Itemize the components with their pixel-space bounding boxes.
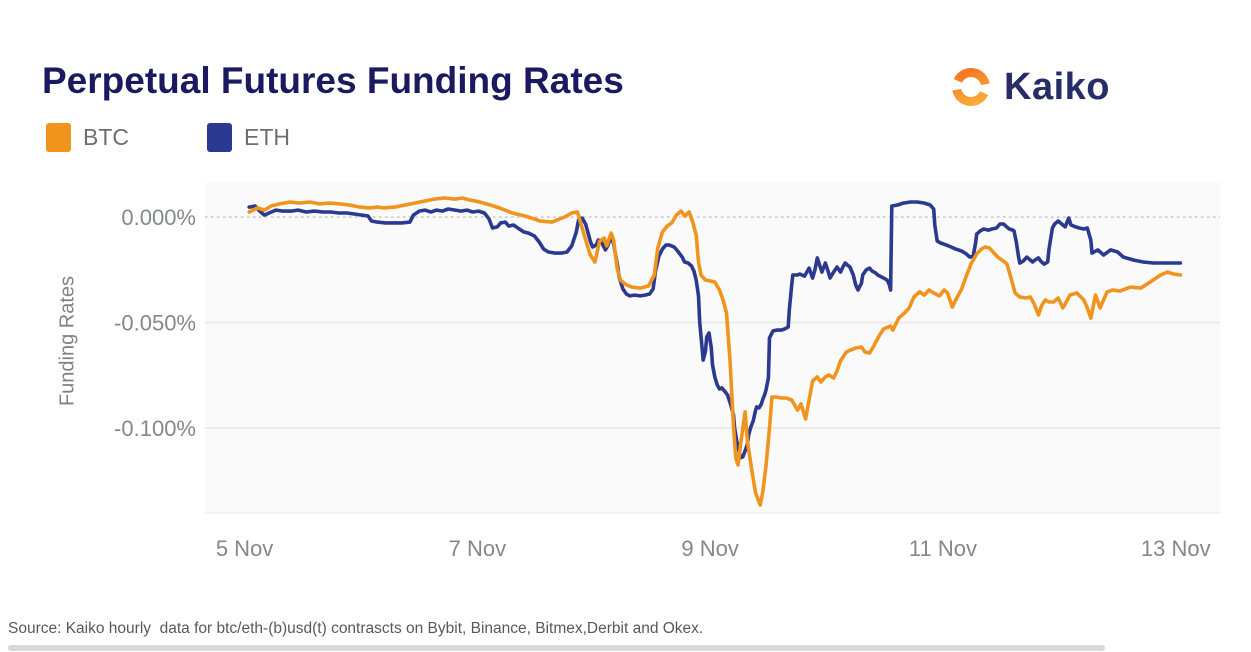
chart-legend: BTC ETH [46,123,290,152]
page-title: Perpetual Futures Funding Rates [42,60,624,101]
legend-item-eth: ETH [207,123,290,152]
kaiko-logo: Kaiko [948,64,1110,110]
video-progress-bar [8,645,1105,651]
y-tick-label: -0.050% [114,311,196,336]
x-tick-label-9-nov: 9 Nov [681,536,738,561]
y-tick-label: 0.000% [121,205,196,230]
legend-label-eth: ETH [244,124,290,150]
legend-item-btc: BTC [46,123,129,152]
source-note: Source: Kaiko hourly data for btc/eth-(b… [8,620,704,637]
kaiko-swirl-icon [952,68,990,106]
legend-swatch-btc [46,123,71,152]
x-tick-label-7-nov: 7 Nov [449,536,506,561]
eth-funding-rate-line [247,200,1183,460]
btc-funding-rate-line [247,196,1183,507]
kaiko-logo-text: Kaiko [1004,65,1110,108]
x-tick-label-13-nov: 13 Nov [1141,536,1211,561]
x-tick-label-11-nov: 11 Nov [909,536,977,561]
x-tick-label-5-nov: 5 Nov [216,536,273,561]
legend-label-btc: BTC [83,124,129,150]
y-tick-label: -0.100% [114,416,196,441]
legend-swatch-eth [207,123,232,152]
